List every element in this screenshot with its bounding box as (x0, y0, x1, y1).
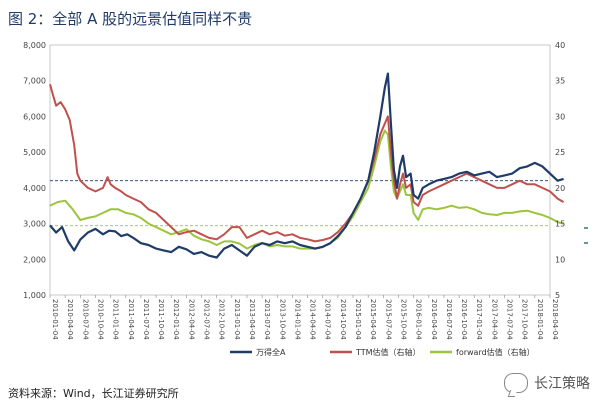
x-tick-label: 2011-01-04 (112, 299, 120, 340)
x-tick-label: 2014-07-04 (324, 299, 332, 340)
x-tick-label: 2015-04-04 (369, 299, 377, 340)
y-right-tick-label: 35 (555, 77, 565, 86)
x-tick-label: 2017-10-04 (521, 299, 529, 340)
y-left-tick-label: 5,000 (23, 148, 46, 157)
y-left-tick-label: 2,000 (23, 255, 46, 264)
y-right-tick-label: 15 (555, 220, 565, 229)
x-tick-label: 2013-10-04 (278, 299, 286, 340)
reference-lines (50, 180, 550, 227)
source-note: 资料来源：Wind，长江证券研究所 (8, 387, 179, 400)
x-tick-label: 2014-01-04 (293, 299, 301, 340)
x-tick-label: 2017-07-04 (506, 299, 514, 340)
legend: 万得全A TTM估值（右轴） forward估值（右轴） (230, 347, 535, 357)
x-tick-label: 2014-10-04 (339, 299, 347, 340)
x-tick-label: 2013-04-04 (248, 299, 256, 340)
chat-bubble-icon (504, 373, 528, 393)
plot-frame (49, 44, 551, 296)
y-left-tick-label: 6,000 (23, 112, 46, 121)
x-tick-label: 2010-07-04 (81, 299, 89, 340)
x-tick-label: 2012-04-04 (187, 299, 195, 340)
y-right-tick-label: 25 (555, 148, 565, 157)
y-right-tick-label: 20 (555, 184, 565, 193)
y-left-tick-label: 4,000 (23, 184, 46, 193)
x-tick-label: 2010-10-04 (96, 299, 104, 340)
y-left-tick-label: 1,000 (23, 291, 46, 300)
watermark-text: 长江策略 (534, 376, 590, 392)
legend-label: TTM估值（右轴） (355, 347, 421, 357)
y-left-tick-label: 3,000 (23, 220, 46, 229)
x-tick-label: 2012-01-04 (172, 299, 180, 340)
x-tick-label: 2016-04-04 (430, 299, 438, 340)
series-line-0 (49, 72, 564, 259)
x-tick-label: 2012-07-04 (203, 299, 211, 340)
x-tick-label: 2011-10-04 (157, 299, 165, 340)
legend-label: 万得全A (256, 347, 286, 357)
series-line-2 (49, 129, 564, 250)
x-tick-label: 2016-10-04 (460, 299, 468, 340)
watermark: 长江策略 (504, 373, 590, 393)
legend-label: forward估值（右轴） (456, 347, 535, 357)
x-tick-label: 2016-07-04 (445, 299, 453, 340)
x-tick-label: 2014-04-04 (309, 299, 317, 340)
x-tick-label: 2011-04-04 (127, 299, 135, 340)
x-axis: 2010-01-04 2010-04-04 2010-07-04 2010-10-04… (49, 295, 559, 340)
y-right-tick-label: 5 (555, 291, 560, 300)
x-tick-label: 2013-07-04 (263, 299, 271, 340)
x-tick-label: 2018-04-04 (551, 299, 559, 340)
y-left-tick-label: 8,000 (23, 41, 46, 50)
y-right-tick-label: 30 (555, 112, 565, 121)
plot-border (49, 44, 551, 296)
x-tick-label: 2011-07-04 (142, 299, 150, 340)
x-tick-label: 2015-01-04 (354, 299, 362, 340)
x-tick-label: 2013-01-04 (233, 299, 241, 340)
series-lines (49, 72, 588, 259)
x-tick-label: 2010-04-04 (66, 299, 74, 340)
x-tick-label: 2010-01-04 (51, 299, 59, 340)
y-right-tick-label: 40 (555, 41, 565, 50)
y-axis-right: 5 10 15 20 25 30 35 40 (555, 41, 565, 300)
x-tick-label: 2017-04-04 (490, 299, 498, 340)
chart-title: 图 2：全部 A 股的远景估值同样不贵 (8, 10, 253, 28)
series-line-1 (49, 84, 565, 243)
y-axis-left: 1,000 2,000 3,000 4,000 5,000 6,000 7,000 8,000 (23, 41, 46, 300)
x-tick-label: 2015-10-04 (399, 299, 407, 340)
x-tick-label: 2015-07-04 (384, 299, 392, 340)
y-left-tick-label: 7,000 (23, 77, 46, 86)
y-right-tick-label: 10 (555, 255, 565, 264)
x-tick-label: 2018-01-04 (536, 299, 544, 340)
x-tick-label: 2016-01-04 (415, 299, 423, 340)
x-tick-label: 2012-10-04 (218, 299, 226, 340)
x-tick-label: 2017-01-04 (475, 299, 483, 340)
